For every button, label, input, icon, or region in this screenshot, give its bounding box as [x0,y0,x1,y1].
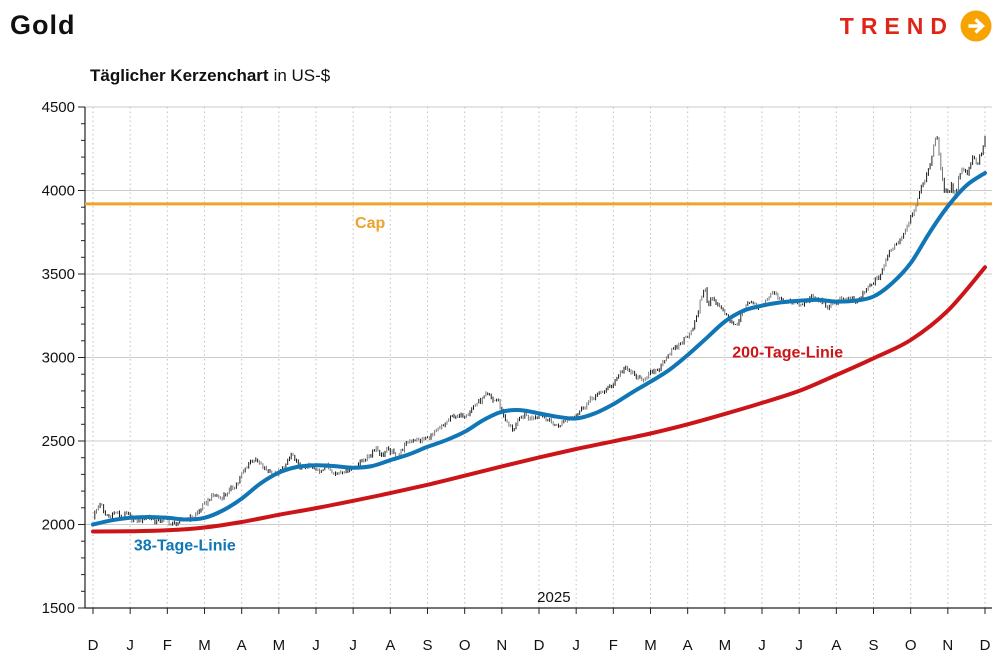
year-label: 2025 [537,589,570,606]
x-tick-label: A [385,637,395,654]
y-tick-label: 3500 [42,266,75,283]
x-tick-label: M [198,637,211,654]
y-tick-label: 4500 [42,99,75,116]
x-tick-label: O [905,637,917,654]
x-tick-label: N [942,637,953,654]
brand-logo: TREND [840,10,992,42]
x-tick-label: J [312,637,320,654]
ma38-line [91,171,987,527]
cap-label: Cap [355,215,385,232]
arrow-right-circle-icon [960,10,992,42]
x-tick-label: J [572,637,580,654]
x-tick-label: A [237,637,247,654]
x-tick-label: D [534,637,545,654]
x-tick-label: D [88,637,99,654]
chart-subtitle-unit: in US-$ [273,66,331,85]
x-tick-label: O [459,637,471,654]
header: Gold TREND [10,10,992,42]
chart-subtitle-bold: Täglicher Kerzenchart [90,66,269,85]
y-tick-label: 2000 [42,517,75,534]
y-tick-label: 4000 [42,183,75,200]
x-tick-label: M [644,637,657,654]
x-tick-label: M [273,637,286,654]
x-tick-label: J [795,637,803,654]
ma38-label: 38-Tage-Linie [134,537,236,554]
x-tick-label: S [422,637,432,654]
x-tick-label: A [683,637,693,654]
candle-series-dark [94,135,986,527]
x-tick-label: S [868,637,878,654]
x-tick-label: J [349,637,357,654]
y-tick-label: 2500 [42,433,75,450]
x-tick-label: N [496,637,507,654]
page-title: Gold [10,10,76,40]
x-tick-label: F [163,637,172,654]
ma200-label: 200-Tage-Linie [732,345,843,362]
x-tick-label: J [758,637,766,654]
x-tick-label: D [980,637,991,654]
x-tick-label: M [719,637,732,654]
y-tick-label: 3000 [42,350,75,367]
x-tick-label: F [609,637,618,654]
x-tick-label: A [831,637,841,654]
ma200-line [91,265,987,534]
x-tick-label: J [126,637,134,654]
chart-subtitle: Täglicher Kerzenchart in US-$ [90,66,330,86]
brand-text: TREND [839,13,954,39]
y-tick-label: 1500 [42,600,75,617]
candle-series-light [96,137,977,526]
